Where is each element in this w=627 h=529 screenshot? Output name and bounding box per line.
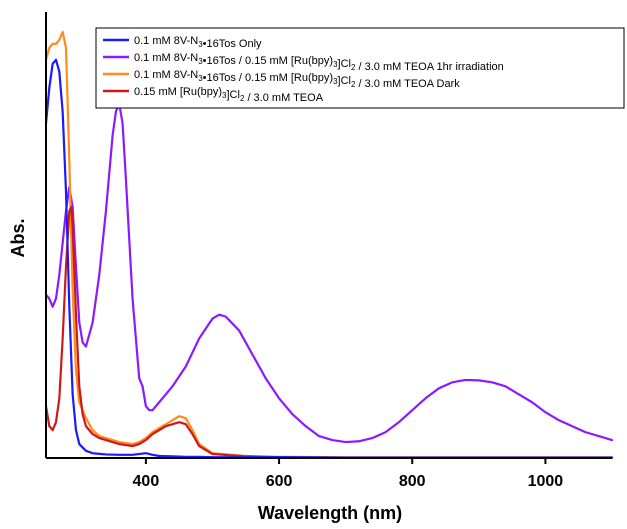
legend: 0.1 mM 8V-N3•16Tos Only 0.1 mM 8V-N3•16To… [95, 27, 625, 109]
x-tick-label-600: 600 [266, 473, 293, 490]
y-axis-label: Abs. [8, 218, 28, 257]
legend-label-4: 0.15 mM [Ru(bpy)3]Cl2 / 3.0 mM TEOA [134, 86, 324, 104]
series-line-4 [44, 206, 614, 459]
legend-items: 0.1 mM 8V-N3•16Tos Only 0.1 mM 8V-N3•16To… [103, 35, 504, 104]
x-ticks: 400 600 800 1000 [133, 458, 564, 490]
legend-label-3: 0.1 mM 8V-N3•16Tos / 0.15 mM [Ru(bpy)3]C… [134, 69, 460, 90]
series-line-2 [44, 102, 614, 444]
x-tick-label-800: 800 [399, 473, 426, 490]
legend-label-2: 0.1 mM 8V-N3•16Tos / 0.15 mM [Ru(bpy)3]C… [134, 52, 504, 73]
x-tick-label-400: 400 [133, 473, 160, 490]
x-axis-label: Wavelength (nm) [258, 503, 402, 523]
legend-box [95, 27, 625, 109]
legend-label-1: 0.1 mM 8V-N3•16Tos Only [134, 35, 262, 50]
x-tick-label-1000: 1000 [528, 473, 564, 490]
